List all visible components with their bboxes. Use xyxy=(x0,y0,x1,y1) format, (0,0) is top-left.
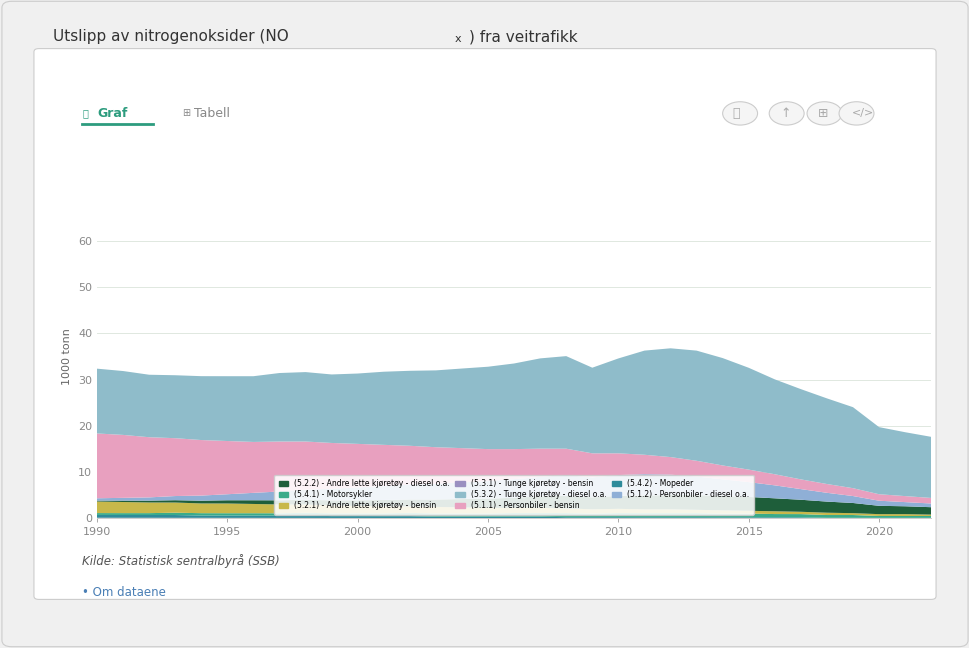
Text: ⊞: ⊞ xyxy=(817,107,828,120)
Text: </>: </> xyxy=(851,108,873,119)
Text: Kilde: Statistisk sentralbyrå (SSB): Kilde: Statistisk sentralbyrå (SSB) xyxy=(82,554,280,568)
Text: ↑: ↑ xyxy=(780,107,791,120)
Text: ⊞: ⊞ xyxy=(182,108,190,119)
Y-axis label: 1000 tonn: 1000 tonn xyxy=(62,328,73,385)
Text: x: x xyxy=(453,34,460,43)
Text: Graf: Graf xyxy=(97,107,127,120)
Legend: (5.2.2) - Andre lette kjøretøy - diesel o.a., (5.4.1) - Motorsykler, (5.2.1) - A: (5.2.2) - Andre lette kjøretøy - diesel … xyxy=(274,474,753,515)
Text: ⛰: ⛰ xyxy=(82,108,88,119)
Text: • Om dataene: • Om dataene xyxy=(82,586,166,599)
Text: ) fra veitrafikk: ) fra veitrafikk xyxy=(469,29,578,44)
Text: Utslipp av nitrogenoksider (NO: Utslipp av nitrogenoksider (NO xyxy=(53,29,289,44)
Text: 📷: 📷 xyxy=(732,107,739,120)
Text: Tabell: Tabell xyxy=(194,107,230,120)
